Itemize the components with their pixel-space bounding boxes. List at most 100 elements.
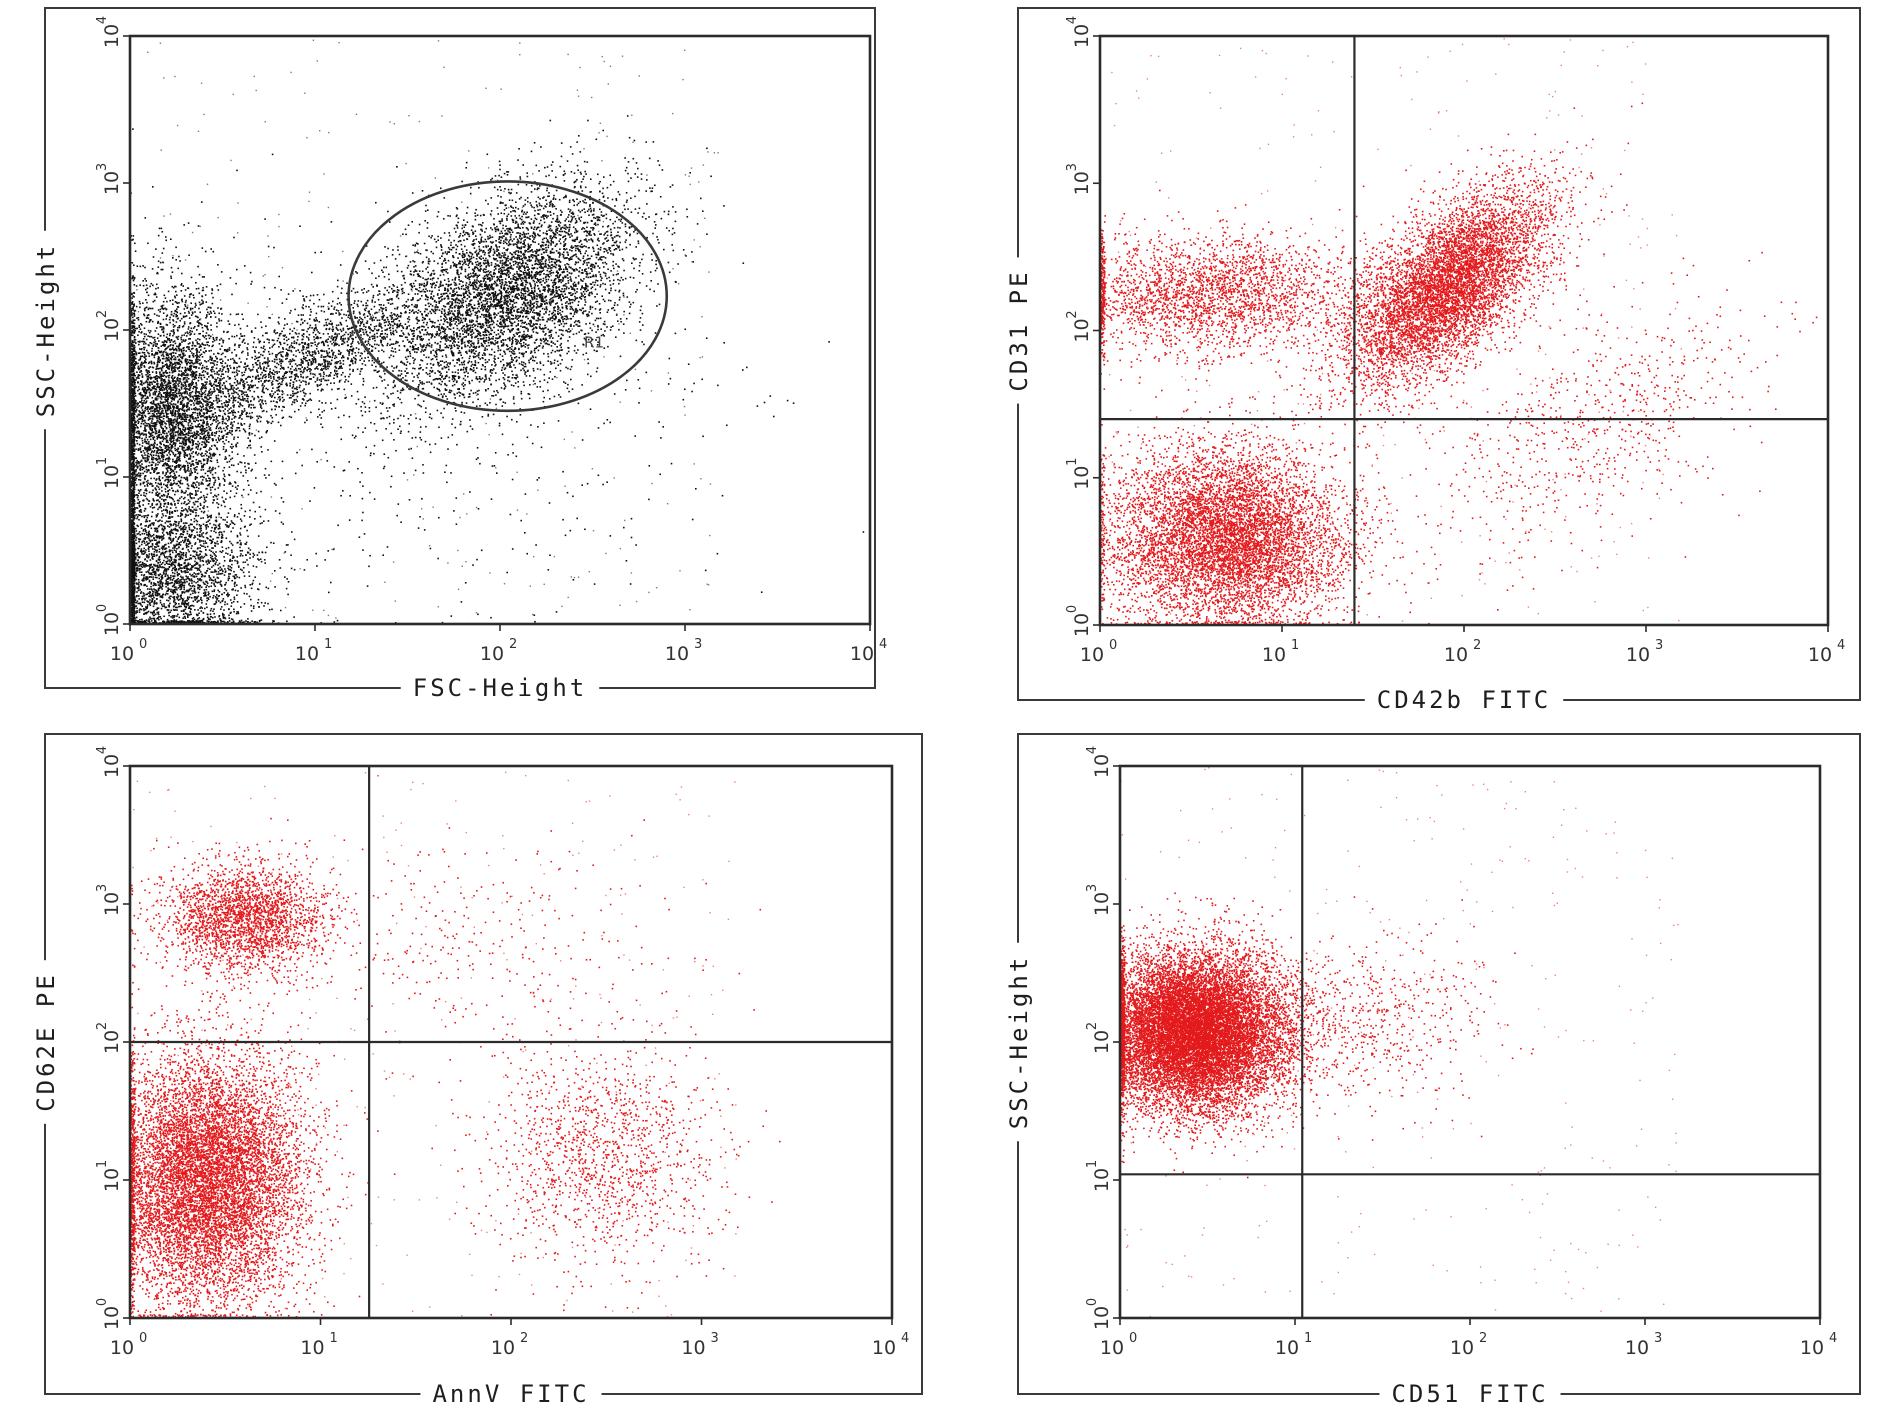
x-tick-label: 10	[110, 643, 134, 665]
x-tick-label: 10	[300, 1337, 324, 1359]
y-tick-label-exponent: 3	[1085, 884, 1100, 892]
y-tick-label-exponent: 2	[95, 310, 110, 318]
y-tick-label: 10	[101, 1168, 123, 1192]
x-tick-label: 10	[1626, 644, 1650, 666]
y-tick-label-exponent: 0	[95, 1298, 110, 1306]
y-tick-label-exponent: 0	[95, 604, 110, 612]
y-tick-label: 10	[1091, 892, 1113, 916]
x-tick-label: 10	[480, 643, 504, 665]
y-tick-label-exponent: 3	[95, 163, 110, 171]
x-tick-label-exponent: 4	[1829, 1331, 1837, 1346]
event-dots	[130, 40, 942, 626]
x-tick-label: 10	[681, 1337, 705, 1359]
y-tick-label: 10	[1071, 24, 1093, 48]
x-tick-label-exponent: 4	[901, 1331, 909, 1346]
x-tick-label: 10	[850, 643, 874, 665]
y-tick-label-exponent: 2	[1085, 1022, 1100, 1030]
x-tick-label-exponent: 1	[330, 1331, 338, 1346]
y-tick-label-exponent: 2	[1065, 310, 1080, 318]
event-dots	[130, 756, 781, 1320]
y-tick-label: 10	[101, 171, 123, 195]
x-tick-label: 10	[665, 643, 689, 665]
y-tick-label: 10	[101, 612, 123, 636]
y-tick-label-exponent: 4	[1065, 16, 1080, 24]
gate-label: R1	[584, 334, 604, 352]
x-tick-label: 10	[491, 1337, 515, 1359]
x-tick-label-exponent: 2	[509, 637, 517, 652]
x-tick-label-exponent: 1	[324, 637, 332, 652]
y-tick-label: 10	[101, 892, 123, 916]
x-tick-label: 10	[1100, 1337, 1124, 1359]
x-tick-label-exponent: 3	[711, 1331, 719, 1346]
y-tick-label-exponent: 0	[1085, 1298, 1100, 1306]
y-tick-label-exponent: 1	[95, 457, 110, 465]
x-tick-label: 10	[1800, 1337, 1824, 1359]
y-tick-label-exponent: 3	[95, 884, 110, 892]
y-tick-label-exponent: 1	[95, 1160, 110, 1168]
y-tick-label: 10	[1091, 1306, 1113, 1330]
y-tick-label-exponent: 0	[1065, 605, 1080, 613]
y-tick-label: 10	[1091, 754, 1113, 778]
y-tick-label-exponent: 1	[1085, 1160, 1100, 1168]
x-tick-label-exponent: 2	[520, 1331, 528, 1346]
x-tick-label-exponent: 2	[1473, 638, 1481, 653]
x-tick-label-exponent: 2	[1479, 1331, 1487, 1346]
x-tick-label-exponent: 0	[139, 637, 147, 652]
x-tick-label-exponent: 3	[1654, 1331, 1662, 1346]
y-axis-title: CD31 PE	[1005, 269, 1033, 391]
x-tick-label: 10	[1808, 644, 1832, 666]
x-tick-label-exponent: 0	[1129, 1331, 1137, 1346]
y-tick-label: 10	[101, 754, 123, 778]
x-tick-label-exponent: 0	[1109, 638, 1117, 653]
y-axis-title: SSC-Height	[1005, 955, 1033, 1130]
y-tick-label: 10	[1071, 318, 1093, 342]
y-tick-label-exponent: 3	[1065, 163, 1080, 171]
y-tick-label: 10	[1071, 466, 1093, 490]
x-tick-label-exponent: 4	[879, 637, 887, 652]
x-tick-label: 10	[1262, 644, 1286, 666]
x-tick-label: 10	[110, 1337, 134, 1359]
x-tick-label-exponent: 1	[1304, 1331, 1312, 1346]
event-dots	[1100, 38, 1861, 627]
x-axis-title: CD42b FITC	[1377, 686, 1552, 714]
y-tick-label-exponent: 4	[1085, 746, 1100, 754]
x-tick-label: 10	[1275, 1337, 1299, 1359]
x-tick-label-exponent: 3	[694, 637, 702, 652]
x-tick-label-exponent: 0	[139, 1331, 147, 1346]
y-tick-label-exponent: 2	[95, 1022, 110, 1030]
y-tick-label-exponent: 1	[1065, 458, 1080, 466]
x-tick-label-exponent: 4	[1837, 638, 1845, 653]
panel-frame	[45, 734, 922, 1394]
y-tick-label: 10	[1071, 171, 1093, 195]
y-axis-title: SSC-Height	[32, 243, 60, 418]
y-tick-label: 10	[101, 465, 123, 489]
plot-area	[130, 36, 870, 624]
y-tick-label: 10	[1071, 613, 1093, 637]
x-tick-label: 10	[1080, 644, 1104, 666]
y-tick-label: 10	[101, 24, 123, 48]
x-tick-label: 10	[1450, 1337, 1474, 1359]
y-tick-label: 10	[101, 1306, 123, 1330]
y-axis-title: CD62E PE	[32, 972, 60, 1112]
x-tick-label-exponent: 3	[1655, 638, 1663, 653]
y-tick-label: 10	[101, 318, 123, 342]
x-axis-title: AnnV FITC	[432, 1380, 589, 1407]
x-axis-title: CD51 FITC	[1391, 1380, 1548, 1407]
x-tick-label: 10	[1444, 644, 1468, 666]
y-tick-label: 10	[1091, 1030, 1113, 1054]
x-tick-label: 10	[872, 1337, 896, 1359]
x-tick-label: 10	[295, 643, 319, 665]
x-tick-label: 10	[1625, 1337, 1649, 1359]
event-dots	[1120, 767, 1679, 1317]
x-axis-title: FSC-Height	[413, 674, 588, 702]
y-tick-label: 10	[101, 1030, 123, 1054]
y-tick-label-exponent: 4	[95, 16, 110, 24]
panel-frame	[45, 8, 875, 688]
x-tick-label-exponent: 1	[1291, 638, 1299, 653]
